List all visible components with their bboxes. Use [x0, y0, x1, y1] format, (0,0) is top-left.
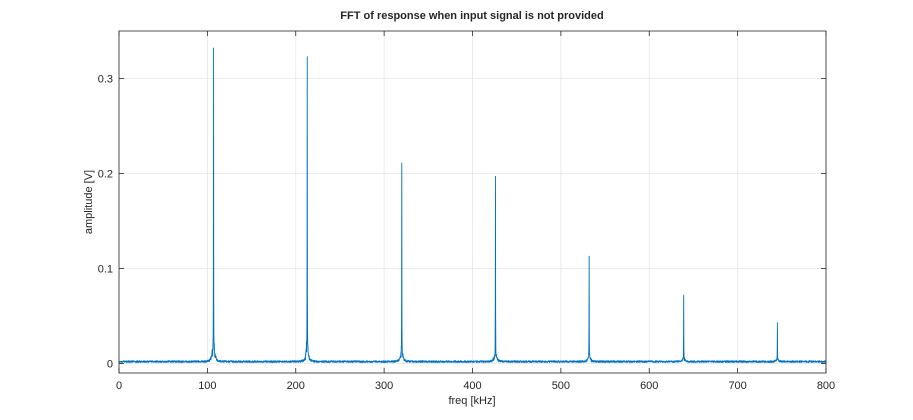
chart-title: FFT of response when input signal is not… — [340, 10, 603, 22]
y-tick-label: 0 — [107, 359, 113, 371]
x-tick-label: 500 — [552, 380, 570, 392]
y-axis-label: amplitude [V] — [83, 170, 95, 234]
x-axis-label: freq [kHz] — [448, 395, 495, 407]
y-tick-label: 0.1 — [98, 264, 113, 276]
y-tick-label: 0.3 — [98, 74, 113, 86]
x-tick-label: 300 — [375, 380, 393, 392]
x-tick-label: 700 — [728, 380, 746, 392]
series-line-0 — [118, 47, 827, 363]
x-tick-label: 0 — [116, 380, 122, 392]
series-layer — [118, 47, 827, 363]
y-tick-label: 0.2 — [98, 169, 113, 181]
ticks: 0 100 200 300 400 500 600 700 800 0 0.1 0.2 0.3 — [98, 31, 835, 392]
x-tick-label: 400 — [463, 380, 481, 392]
x-tick-label: 800 — [817, 380, 835, 392]
grid — [118, 31, 827, 373]
x-tick-label: 100 — [198, 380, 216, 392]
x-tick-label: 600 — [640, 380, 658, 392]
x-tick-label: 200 — [287, 380, 305, 392]
